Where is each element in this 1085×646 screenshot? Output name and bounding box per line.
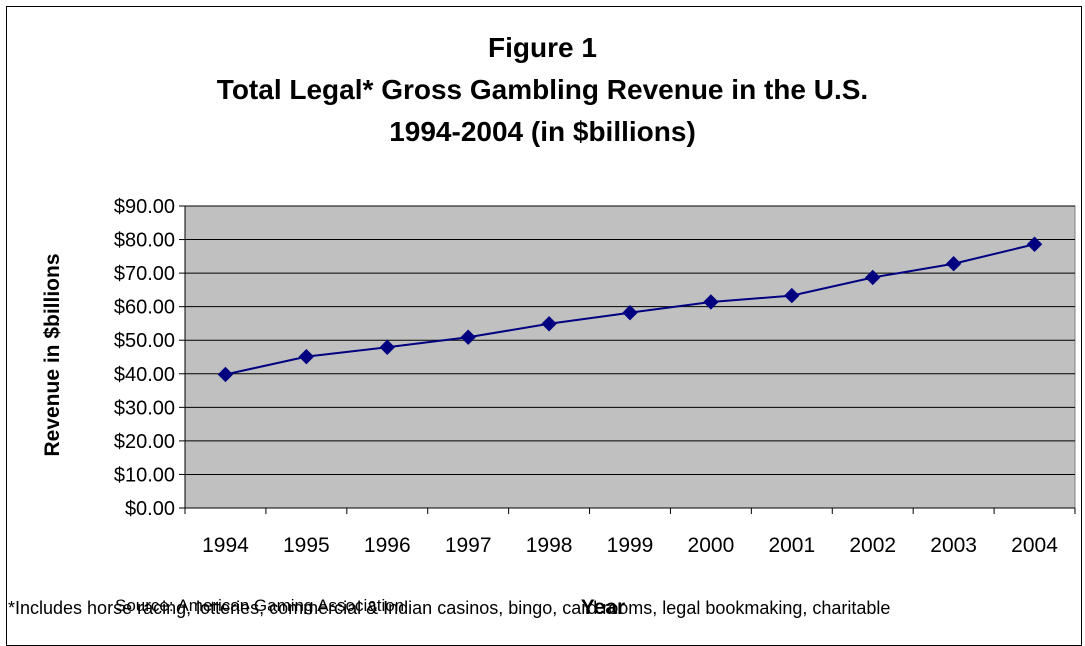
y-tick-label: $70.00	[114, 263, 175, 285]
chart-title-line-3: 1994-2004 (in $billions)	[389, 116, 696, 147]
line-chart: $0.00 $10.00 $20.00 $30.00 $40.00 $50.00 $60.0…	[114, 196, 1076, 557]
data-point-marker	[703, 294, 719, 310]
x-tick-label: 1995	[283, 534, 330, 557]
y-tick-label: $30.00	[114, 397, 175, 419]
data-point-marker	[784, 287, 800, 304]
x-tick-label: 1997	[445, 534, 492, 557]
x-tick-label: 2003	[930, 534, 977, 557]
y-tick-label: $10.00	[114, 464, 175, 486]
x-tick-label: 1998	[526, 534, 573, 557]
x-tick-label: 2004	[1011, 534, 1058, 557]
data-point-marker	[298, 348, 315, 365]
chart-title-line-2: Total Legal* Gross Gambling Revenue in t…	[216, 74, 869, 105]
data-point-marker	[541, 316, 557, 332]
data-point-marker	[945, 256, 962, 272]
x-tick-label: 2001	[768, 534, 815, 557]
x-tick-label: 2000	[688, 534, 735, 557]
x-tick-label: 2002	[849, 534, 896, 557]
data-point-marker	[622, 304, 638, 321]
y-axis-label: Revenue in $billions	[41, 253, 64, 457]
data-point-marker	[379, 339, 395, 355]
data-point-marker	[865, 269, 881, 286]
x-tick-label: 1999	[607, 534, 654, 557]
plot-area	[184, 205, 1076, 509]
x-tick-label: 1994	[202, 534, 249, 557]
y-tick-label: $20.00	[114, 431, 175, 453]
x-tick-label: 1996	[364, 534, 411, 557]
data-point-marker	[460, 329, 476, 345]
y-tick-label: $40.00	[114, 364, 175, 386]
y-tick-label: $90.00	[114, 196, 175, 218]
data-point-marker	[217, 366, 234, 383]
footnote: *Includes horse racing, lotteries, comme…	[8, 598, 891, 618]
chart-title-line-1: Figure 1	[488, 32, 597, 63]
y-tick-label: $80.00	[114, 230, 175, 252]
y-tick-label: $0.00	[125, 498, 175, 520]
source-note: Source: American Gaming Association	[115, 596, 405, 615]
data-point-marker	[1026, 236, 1043, 252]
y-tick-label: $50.00	[114, 330, 175, 352]
y-tick-label: $60.00	[114, 297, 175, 319]
x-axis-label: Year	[580, 596, 626, 619]
